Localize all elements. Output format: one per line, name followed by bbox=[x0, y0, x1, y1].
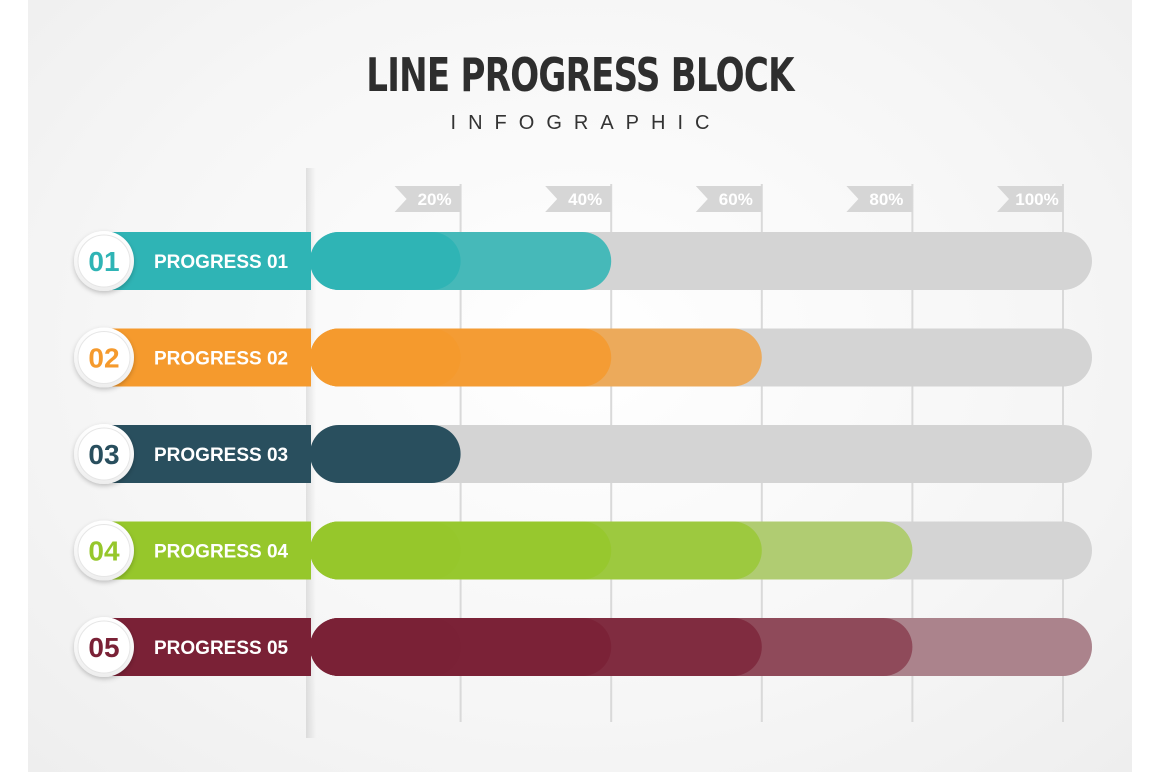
x-tick-label: 20% bbox=[418, 190, 452, 209]
tick-flag bbox=[997, 186, 1063, 212]
badge-number: 03 bbox=[88, 439, 119, 470]
progress-row: PROGRESS 04 04 bbox=[74, 520, 1092, 581]
badge-inner bbox=[77, 620, 131, 674]
label-band bbox=[112, 521, 311, 580]
progress-row: PROGRESS 05 05 bbox=[74, 617, 1092, 677]
progress-label: PROGRESS 05 bbox=[154, 638, 289, 659]
badge-number: 02 bbox=[88, 343, 119, 374]
tick-flag bbox=[394, 186, 461, 212]
progress-fill-segment bbox=[310, 618, 461, 676]
label-band bbox=[112, 618, 311, 676]
progress-fill-segment bbox=[310, 521, 461, 580]
progress-row: PROGRESS 02 02 bbox=[74, 327, 1092, 388]
progress-label: PROGRESS 02 bbox=[154, 349, 288, 370]
page-title: LINE PROGRESS BLOCK bbox=[366, 48, 794, 102]
badge-inner bbox=[77, 524, 131, 577]
badge-inner bbox=[77, 234, 131, 288]
x-tick-label: 40% bbox=[568, 190, 602, 209]
tick-flag bbox=[695, 186, 762, 212]
progress-label: PROGRESS 04 bbox=[154, 542, 289, 563]
progress-label: PROGRESS 03 bbox=[154, 445, 288, 466]
x-tick-label: 60% bbox=[719, 190, 753, 209]
tick-flag bbox=[846, 186, 913, 212]
progress-fill-segment bbox=[310, 328, 461, 387]
label-band bbox=[112, 425, 311, 483]
progress-label: PROGRESS 01 bbox=[154, 252, 289, 273]
progress-row: PROGRESS 01 01 bbox=[74, 231, 1092, 291]
page-subtitle: INFOGRAPHIC bbox=[450, 112, 722, 134]
x-tick-label: 80% bbox=[869, 190, 903, 209]
progress-row: PROGRESS 03 03 bbox=[74, 424, 1092, 484]
x-tick-label: 100% bbox=[1015, 190, 1058, 209]
badge-number: 05 bbox=[88, 632, 119, 663]
label-band bbox=[112, 232, 311, 290]
progress-fill-segment bbox=[310, 232, 461, 290]
label-band bbox=[112, 328, 311, 387]
badge-number: 04 bbox=[88, 536, 120, 567]
tick-flag bbox=[545, 186, 612, 212]
badge-inner bbox=[77, 427, 131, 481]
progress-fill-segment bbox=[310, 425, 461, 483]
progress-track bbox=[310, 425, 1092, 483]
badge-number: 01 bbox=[88, 246, 119, 277]
badge-inner bbox=[77, 331, 131, 384]
